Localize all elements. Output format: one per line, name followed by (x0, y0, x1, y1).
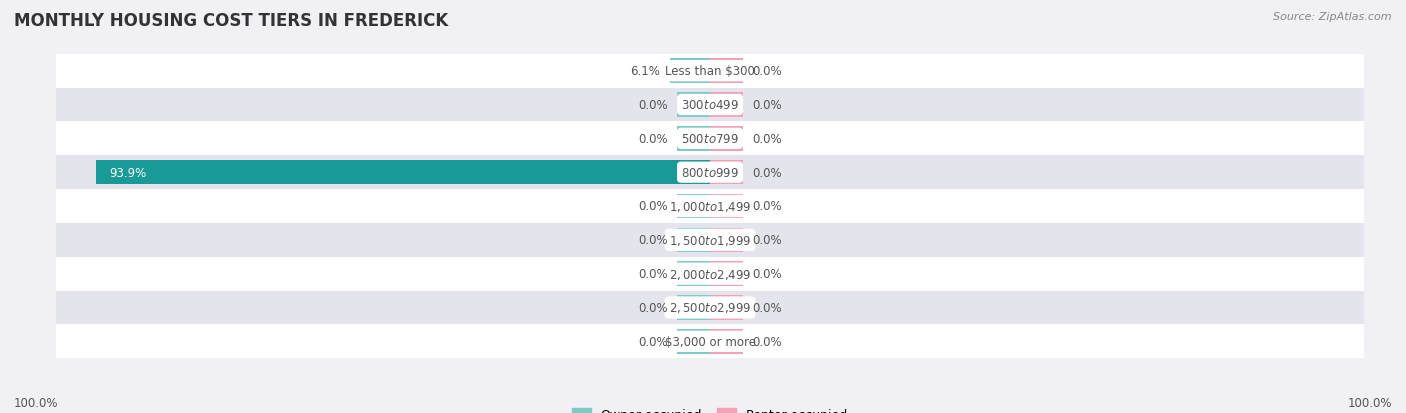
Text: $300 to $499: $300 to $499 (681, 99, 740, 112)
Bar (710, 195, 742, 218)
Text: 0.0%: 0.0% (752, 335, 782, 348)
Legend: Owner-occupied, Renter-occupied: Owner-occupied, Renter-occupied (567, 404, 853, 413)
Text: MONTHLY HOUSING COST TIERS IN FREDERICK: MONTHLY HOUSING COST TIERS IN FREDERICK (14, 12, 449, 30)
Text: 0.0%: 0.0% (638, 99, 668, 112)
Text: 0.0%: 0.0% (752, 200, 782, 213)
Bar (710, 296, 742, 320)
Text: 0.0%: 0.0% (752, 268, 782, 280)
Text: $2,500 to $2,999: $2,500 to $2,999 (669, 301, 751, 315)
Bar (678, 296, 710, 320)
Text: 100.0%: 100.0% (1347, 396, 1392, 409)
Bar (710, 228, 742, 252)
Text: 6.1%: 6.1% (630, 65, 661, 78)
Bar (710, 262, 742, 286)
Bar (678, 93, 710, 117)
Bar (678, 228, 710, 252)
Text: 93.9%: 93.9% (110, 166, 146, 179)
Text: 0.0%: 0.0% (638, 133, 668, 145)
Text: $800 to $999: $800 to $999 (681, 166, 740, 179)
Text: 0.0%: 0.0% (638, 234, 668, 247)
Bar (56, 122, 1364, 156)
Bar (56, 257, 1364, 291)
Text: 0.0%: 0.0% (638, 268, 668, 280)
Bar (710, 93, 742, 117)
Bar (710, 161, 742, 185)
Bar (678, 329, 710, 354)
Bar (678, 195, 710, 218)
Text: $500 to $799: $500 to $799 (681, 133, 740, 145)
Text: $1,500 to $1,999: $1,500 to $1,999 (669, 233, 751, 247)
Bar (56, 156, 1364, 190)
Bar (56, 190, 1364, 223)
Bar (710, 127, 742, 151)
Text: 0.0%: 0.0% (752, 65, 782, 78)
Bar (671, 59, 710, 84)
Text: Source: ZipAtlas.com: Source: ZipAtlas.com (1274, 12, 1392, 22)
Text: $3,000 or more: $3,000 or more (665, 335, 755, 348)
Text: 100.0%: 100.0% (14, 396, 59, 409)
Bar (710, 59, 742, 84)
Text: 0.0%: 0.0% (752, 234, 782, 247)
Bar (56, 223, 1364, 257)
Text: 0.0%: 0.0% (638, 200, 668, 213)
Bar (56, 325, 1364, 358)
Text: 0.0%: 0.0% (752, 99, 782, 112)
Bar (678, 262, 710, 286)
Bar (56, 88, 1364, 122)
Text: 0.0%: 0.0% (752, 133, 782, 145)
Text: 0.0%: 0.0% (752, 301, 782, 314)
Text: 0.0%: 0.0% (752, 166, 782, 179)
Bar (710, 329, 742, 354)
Bar (56, 55, 1364, 88)
Bar (56, 291, 1364, 325)
Text: $1,000 to $1,499: $1,000 to $1,499 (669, 199, 751, 214)
Bar (96, 161, 710, 185)
Bar (678, 127, 710, 151)
Text: $2,000 to $2,499: $2,000 to $2,499 (669, 267, 751, 281)
Text: Less than $300: Less than $300 (665, 65, 755, 78)
Text: 0.0%: 0.0% (638, 301, 668, 314)
Text: 0.0%: 0.0% (638, 335, 668, 348)
